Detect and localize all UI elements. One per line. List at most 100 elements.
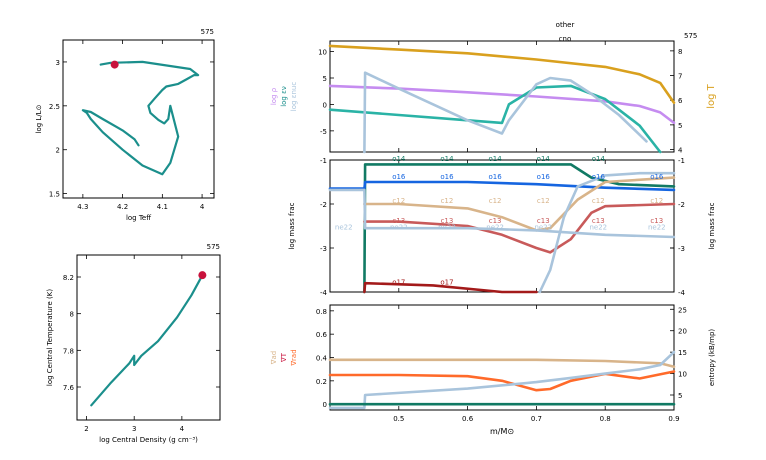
profile-model-number: 575	[684, 32, 697, 40]
profile-abundance-series-label: c13	[537, 217, 550, 225]
profile-abundance-series-label: o16	[489, 173, 503, 181]
profile-abundance-y-tick-label: -3	[320, 245, 327, 253]
profile-gradients-y-label-2: ∇rad	[290, 349, 298, 366]
profile-abundance-series-label: o14	[392, 155, 406, 163]
hr-x-label: log Teff	[126, 214, 151, 222]
profile-abundance-series-label: c12	[489, 197, 502, 205]
profile-abundance-series-label: o16	[592, 173, 606, 181]
hr-track-line	[81, 60, 200, 176]
profile-gradients-y2-label: entropy (kB/mp)	[708, 329, 716, 387]
profile-structure-y-tick-label: -5	[320, 128, 327, 136]
profile-structure-y2-tick-label: 8	[678, 48, 682, 56]
profile-gradients-y-label-0: ∇ad	[270, 351, 278, 365]
profile-gradients-x-tick-label: 0.5	[393, 415, 404, 423]
central-current-marker	[198, 271, 207, 280]
profile-abundance-series-label: o14	[440, 155, 454, 163]
profile-abundance-series-label: o16	[440, 173, 454, 181]
central-plot-frame	[76, 254, 221, 421]
hr-current-marker	[110, 60, 119, 69]
profile-gradients-x-tick-label: 0.6	[462, 415, 474, 423]
profile-abundance-y2-tick-label: -3	[678, 245, 685, 253]
profile-abundance-series-label: ne22	[438, 223, 456, 231]
profile-structure-y-tick-label: 5	[323, 75, 327, 83]
profile-abundance-series-label: o17	[392, 278, 405, 286]
hr-y-tick-label: 2.5	[49, 103, 60, 111]
hr-x-tick-label: 4.3	[77, 203, 88, 211]
profile-structure-y-label-0: log ρ	[270, 87, 278, 105]
profile-abundance-series-label: o14	[592, 155, 606, 163]
profile-gradients-y-tick-label: 0.4	[316, 355, 328, 363]
profile-abundance-series-label: c12	[441, 197, 454, 205]
profile-abundance-y-label: log mass frac	[288, 202, 296, 249]
hr-x-tick-label: 4	[200, 203, 205, 211]
central-y-tick-label: 8.2	[63, 274, 74, 282]
profile-abundance-series-label: ne22	[390, 223, 408, 231]
profile-structure-y-label-1: log εν	[280, 86, 288, 107]
central-y-tick-label: 8	[70, 311, 74, 319]
central-y-tick-label: 7.8	[63, 347, 74, 355]
profile-gradients-y2-tick-label: 5	[678, 392, 682, 400]
profile-structure-y-label-2: log εnuc	[290, 82, 298, 112]
profile-abundance-series-label: o16	[537, 173, 551, 181]
profile-abundance-y2-label: log mass frac	[708, 202, 716, 249]
profile-abundance-series-label: c13	[441, 217, 454, 225]
profile-gradients-x-tick-label: 0.8	[600, 415, 611, 423]
profile-abundance-series-label: o16	[650, 173, 664, 181]
profile-gradients-y-tick-label: 0.2	[316, 378, 327, 386]
hr-x-tick-label: 4.1	[157, 203, 168, 211]
profile-gradients-x-tick-label: 0.9	[668, 415, 679, 423]
profile-abundance-series-label: c12	[592, 197, 605, 205]
hr-x-tick-label: 4.2	[117, 203, 128, 211]
central-x-label: log Central Density (g cm⁻³)	[99, 436, 198, 444]
hr-y-tick-label: 1.5	[49, 191, 60, 199]
profile-structure-y-tick-label: 10	[318, 49, 327, 57]
profile-abundance-series-label: c13	[650, 217, 663, 225]
profile-abundance-y2-tick-label: -2	[678, 201, 685, 209]
central-y-label: log Central Temperature (K)	[46, 289, 54, 386]
profile-abundance-line-ne22	[328, 188, 676, 239]
profile-abundance-series-label: c12	[537, 197, 550, 205]
profile-gradients-y2-tick-label: 15	[678, 349, 687, 357]
profile-structure-y2-tick-label: 7	[678, 73, 682, 81]
profile-top-label-other: other	[556, 21, 575, 29]
profile-abundance-y-tick-label: -2	[320, 201, 327, 209]
profile-abundance-series-label: c12	[650, 197, 663, 205]
profile-structure-line-log εν	[328, 84, 662, 154]
profile-abundance-series-label: c13	[592, 217, 605, 225]
profile-gradients-line-entropy	[328, 350, 676, 410]
profile-structure-line-log εnuc	[363, 71, 648, 154]
profile-gradients-y-tick-label: 0	[323, 401, 327, 409]
central-x-tick-label: 3	[132, 425, 136, 433]
profile-structure-y2-tick-label: 6	[678, 97, 683, 105]
profile-abundance-series-label: o17	[440, 278, 453, 286]
profile-abundance-line-c13	[363, 202, 676, 254]
profile-gradients-y2-tick-label: 20	[678, 328, 687, 336]
hr-plot-frame	[62, 39, 215, 199]
central-x-tick-label: 4	[180, 425, 185, 433]
profile-abundance-series-label: o16	[392, 173, 406, 181]
profile-gradients-line-∇rad	[328, 370, 676, 392]
hr-model-number: 575	[201, 28, 214, 36]
profile-abundance-line-o17	[363, 281, 538, 294]
profile-abundance-series-label: ne22	[589, 223, 607, 231]
profile-abundance-line-o14	[363, 163, 676, 294]
profile-structure-y2-tick-label: 5	[678, 122, 682, 130]
profile-top-label-cno: cno	[559, 35, 572, 43]
profile-gradients-y2-tick-label: 10	[678, 371, 687, 379]
profile-abundance-series-label: ne22	[486, 223, 504, 231]
profile-abundance-y-tick-label: -4	[320, 289, 328, 297]
profile-structure-y-tick-label: 0	[323, 101, 327, 109]
profile-structure-line-log T	[328, 44, 676, 104]
profile-abundance-series-label: c13	[392, 217, 405, 225]
profile-gradients-y-tick-label: 0.6	[316, 331, 328, 339]
profile-abundance-series-label: ne22	[648, 223, 666, 231]
profile-abundance-series-label: o14	[537, 155, 551, 163]
profile-gradients-line-∇ad	[328, 358, 676, 369]
hr-y-tick-label: 3	[56, 59, 60, 67]
central-track-line	[90, 274, 204, 407]
profile-abundance-series-label: c13	[489, 217, 502, 225]
profile-abundance-y2-tick-label: -4	[678, 289, 686, 297]
profile-gradients-y2-tick-label: 25	[678, 306, 687, 314]
profile-x-label: m/M⊙	[490, 427, 514, 436]
